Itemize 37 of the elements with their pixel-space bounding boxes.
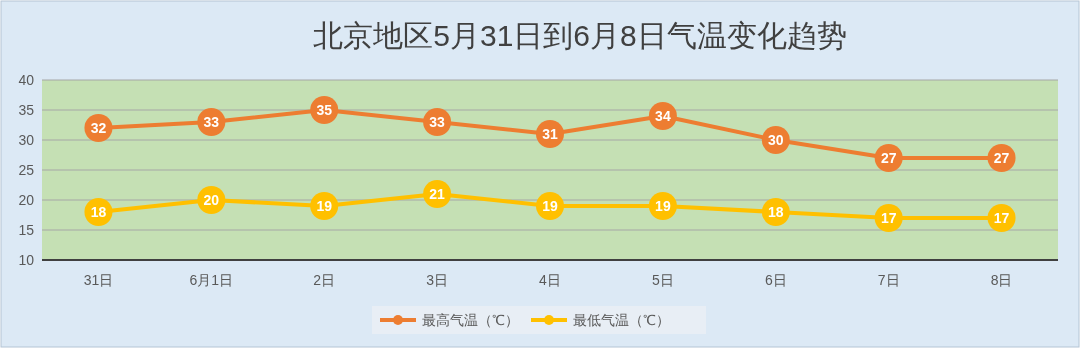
data-label: 34 <box>655 108 671 124</box>
x-tick-label: 5日 <box>651 272 674 288</box>
data-label: 30 <box>767 132 784 148</box>
x-tick-label: 7日 <box>877 272 900 288</box>
data-label: 31 <box>542 126 558 142</box>
data-label: 21 <box>429 186 446 202</box>
legend-label: 最高气温（℃） <box>422 312 519 328</box>
x-tick-label: 3日 <box>426 272 449 288</box>
y-tick-label: 10 <box>18 252 35 268</box>
data-label: 27 <box>993 150 1010 166</box>
x-tick-label: 6月1日 <box>189 272 234 288</box>
x-tick-label: 31日 <box>83 272 114 288</box>
y-tick-label: 35 <box>18 102 35 118</box>
data-label: 18 <box>767 204 784 220</box>
data-label: 17 <box>993 210 1010 226</box>
data-label: 18 <box>90 204 107 220</box>
data-label: 32 <box>90 120 107 136</box>
x-tick-label: 2日 <box>313 272 336 288</box>
data-label: 19 <box>542 198 558 214</box>
legend-label: 最低气温（℃） <box>573 312 670 328</box>
x-tick-label: 4日 <box>539 272 561 288</box>
y-tick-label: 30 <box>18 132 35 148</box>
data-label: 35 <box>316 102 333 118</box>
y-tick-label: 15 <box>18 222 35 238</box>
x-tick-label: 8日 <box>990 272 1013 288</box>
chart-title: 北京地区5月31日到6月8日气温变化趋势 <box>313 19 847 52</box>
data-label: 19 <box>316 198 333 214</box>
data-label: 20 <box>203 192 220 208</box>
y-tick-label: 25 <box>18 162 35 178</box>
data-label: 27 <box>880 150 897 166</box>
data-label: 33 <box>203 114 220 130</box>
x-tick-label: 6日 <box>764 272 787 288</box>
y-tick-label: 40 <box>18 72 35 88</box>
y-tick-label: 20 <box>18 192 35 208</box>
data-label: 17 <box>880 210 897 226</box>
data-label: 33 <box>429 114 446 130</box>
data-label: 19 <box>655 198 671 214</box>
